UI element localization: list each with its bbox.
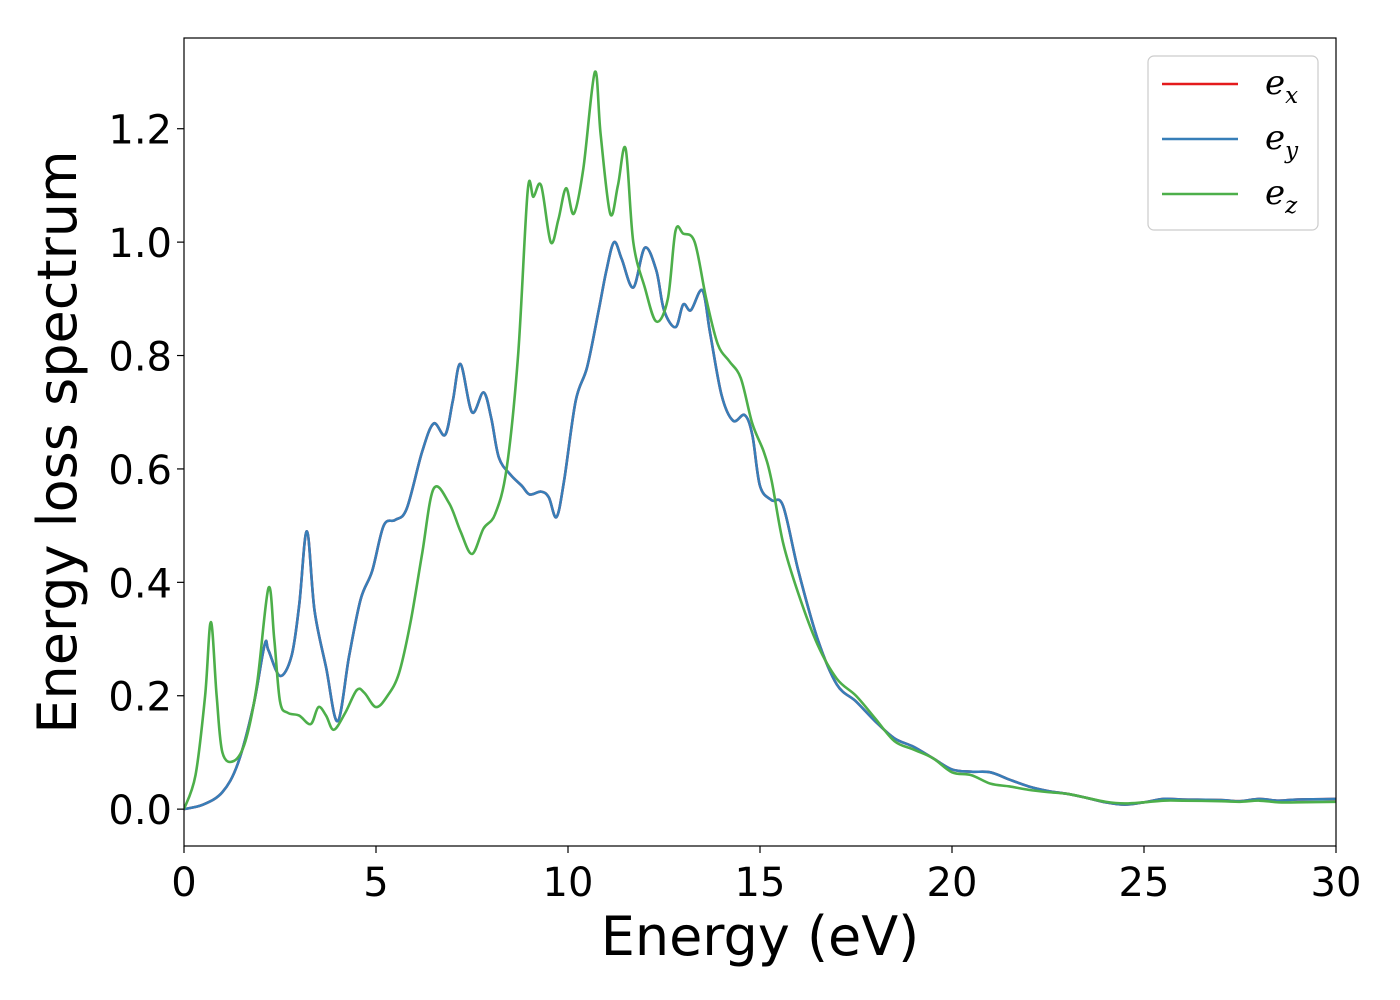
x-tick-label: 10 (543, 860, 594, 906)
y-tick-label: 0.2 (108, 675, 172, 721)
legend-label-e-x: ex (1265, 63, 1298, 109)
legend-label-e-z: ez (1265, 173, 1298, 219)
y-tick-label: 1.2 (108, 108, 172, 154)
legend-label-base: e (1265, 63, 1285, 103)
y-axis-title: Energy loss spectrum (26, 150, 89, 733)
legend-label-base: e (1265, 118, 1285, 158)
legend-label-subscript: z (1284, 193, 1298, 219)
x-axis-title: Energy (eV) (601, 905, 920, 968)
legend-label-e-y: ey (1265, 118, 1299, 164)
y-tick-label: 1.0 (108, 221, 172, 267)
legend-label-subscript: x (1285, 83, 1298, 109)
x-tick-label: 20 (927, 860, 978, 906)
series-line-e-z (184, 70, 1336, 810)
legend-box (1147, 55, 1319, 231)
x-tick-label: 15 (735, 860, 786, 906)
series-line-e-y (184, 240, 1336, 811)
y-tick-label: 0.6 (108, 448, 172, 494)
y-tick-label: 0.8 (108, 335, 172, 381)
y-tick-label: 0.4 (108, 561, 172, 607)
x-tick-label: 25 (1119, 860, 1170, 906)
x-axis-ticks: 0 5 10 15 20 25 30 (171, 846, 1361, 906)
y-tick-label: 0.0 (108, 788, 172, 834)
legend-label-subscript: y (1284, 138, 1299, 164)
y-axis-ticks: 0.0 0.2 0.4 0.6 0.8 1.0 1.2 (108, 108, 184, 834)
legend-label-base: e (1265, 173, 1285, 213)
x-tick-label: 5 (363, 860, 388, 906)
x-tick-label: 0 (171, 860, 196, 906)
series-layer (184, 70, 1336, 811)
x-tick-label: 30 (1311, 860, 1362, 906)
